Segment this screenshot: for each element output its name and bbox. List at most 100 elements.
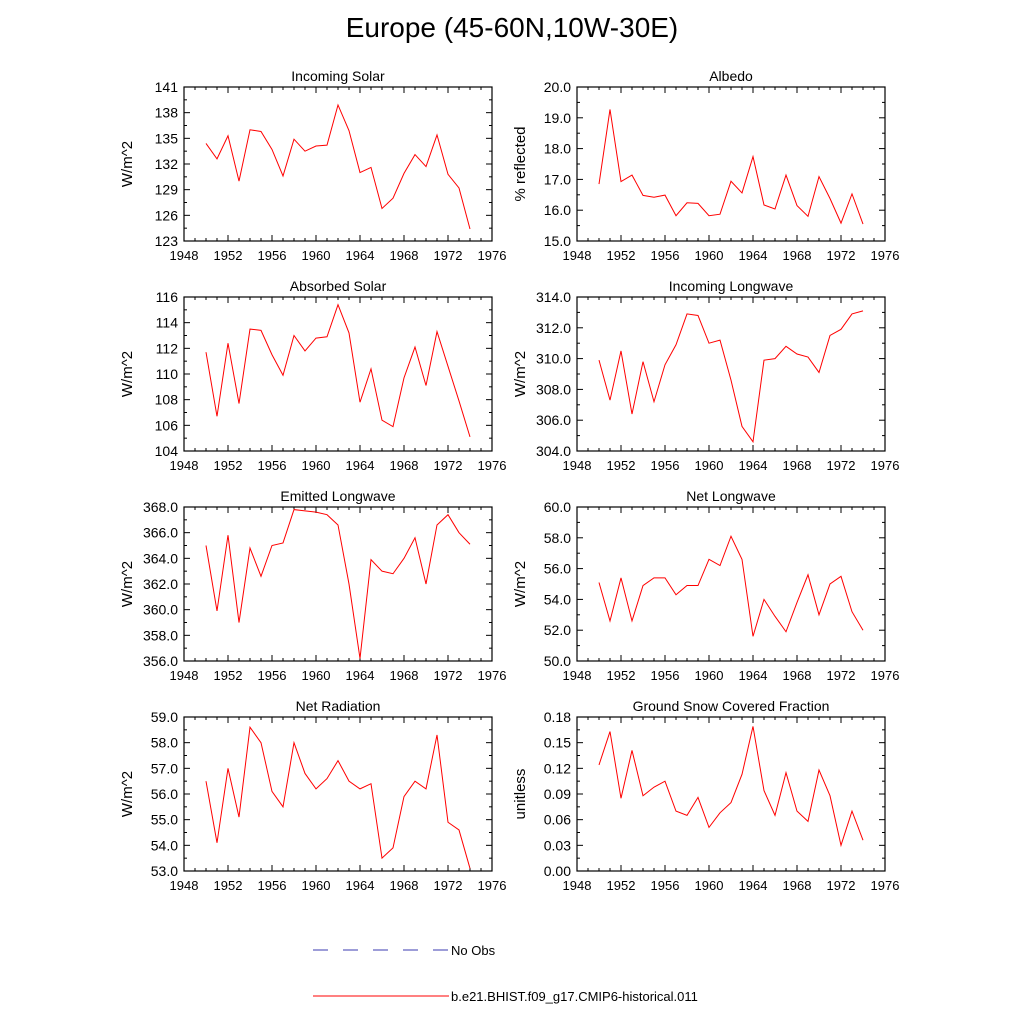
- y-axis-label: % reflected: [512, 126, 529, 201]
- data-point: [785, 174, 787, 176]
- y-tick-label: 56.0: [544, 561, 571, 577]
- data-point: [807, 215, 809, 217]
- y-tick-label: 52.0: [544, 622, 571, 638]
- data-point: [598, 183, 600, 185]
- y-tick-label: 16.0: [544, 202, 571, 218]
- data-point: [271, 790, 273, 792]
- data-point: [818, 769, 820, 771]
- data-point: [238, 180, 240, 182]
- data-point: [719, 564, 721, 566]
- data-point: [447, 365, 449, 367]
- data-point: [260, 329, 262, 331]
- panel-title: Net Radiation: [296, 698, 381, 714]
- data-point: [370, 783, 372, 785]
- data-point: [447, 514, 449, 516]
- y-tick-label: 0.09: [544, 786, 571, 802]
- data-point: [414, 780, 416, 782]
- data-point: [840, 222, 842, 224]
- data-point: [403, 172, 405, 174]
- data-point: [392, 425, 394, 427]
- x-tick-label: 1952: [214, 668, 243, 683]
- x-tick-label: 1956: [258, 878, 287, 893]
- data-point: [359, 657, 361, 659]
- legend-label-no-obs: No Obs: [451, 943, 496, 958]
- data-point: [774, 357, 776, 359]
- plot-frame: [576, 716, 886, 872]
- data-point: [403, 557, 405, 559]
- data-point: [620, 577, 622, 579]
- x-tick-label: 1956: [651, 878, 680, 893]
- data-point: [304, 772, 306, 774]
- x-tick-label: 1948: [563, 458, 592, 473]
- data-point: [774, 615, 776, 617]
- page-title: Europe (45-60N,10W-30E): [345, 12, 679, 43]
- data-point: [238, 816, 240, 818]
- data-point: [337, 524, 339, 526]
- data-point: [796, 204, 798, 206]
- series-line: [598, 534, 864, 637]
- legend-label-model: b.e21.BHIST.f09_g17.CMIP6-historical.011: [451, 989, 698, 1004]
- series-line: [205, 103, 471, 230]
- x-tick-label: 1952: [607, 668, 636, 683]
- data-point: [752, 725, 754, 727]
- data-point: [642, 584, 644, 586]
- data-point: [293, 508, 295, 510]
- data-point: [381, 857, 383, 859]
- data-point: [829, 197, 831, 199]
- data-point: [326, 144, 328, 146]
- data-point: [763, 204, 765, 206]
- data-point: [653, 401, 655, 403]
- data-point: [774, 814, 776, 816]
- data-point: [708, 215, 710, 217]
- y-tick-label: 50.0: [544, 653, 571, 669]
- x-tick-label: 1976: [871, 248, 900, 263]
- plot-frame: [183, 86, 493, 242]
- data-point: [796, 601, 798, 603]
- data-point: [609, 620, 611, 622]
- x-tick-label: 1948: [170, 668, 199, 683]
- data-point: [620, 797, 622, 799]
- data-point: [403, 795, 405, 797]
- data-point: [829, 583, 831, 585]
- x-tick-label: 1972: [434, 248, 463, 263]
- y-tick-label: 0.00: [544, 863, 571, 879]
- x-tick-label: 1976: [478, 458, 507, 473]
- y-axis-label: W/m^2: [512, 561, 529, 607]
- x-tick-label: 1972: [827, 668, 856, 683]
- data-point: [315, 788, 317, 790]
- data-point: [719, 812, 721, 814]
- y-axis-label: W/m^2: [512, 351, 529, 397]
- x-tick-label: 1952: [607, 248, 636, 263]
- x-tick-label: 1952: [214, 248, 243, 263]
- data-point: [829, 334, 831, 336]
- y-tick-label: 20.0: [544, 79, 571, 95]
- data-point: [249, 328, 251, 330]
- data-point: [653, 786, 655, 788]
- y-tick-label: 19.0: [544, 110, 571, 126]
- data-point: [469, 436, 471, 438]
- x-tick-label: 1976: [871, 878, 900, 893]
- y-tick-label: 356.0: [143, 653, 178, 669]
- data-point: [730, 535, 732, 537]
- y-tick-label: 123: [155, 233, 179, 249]
- y-tick-label: 54.0: [151, 837, 178, 853]
- data-point: [719, 339, 721, 341]
- x-tick-label: 1976: [478, 668, 507, 683]
- data-point: [315, 511, 317, 513]
- data-point: [785, 631, 787, 633]
- y-tick-label: 308.0: [536, 381, 571, 397]
- data-point: [392, 573, 394, 575]
- data-point: [238, 402, 240, 404]
- x-tick-label: 1972: [434, 878, 463, 893]
- y-tick-label: 15.0: [544, 233, 571, 249]
- data-point: [469, 543, 471, 545]
- x-tick-label: 1968: [390, 458, 419, 473]
- x-tick-label: 1960: [302, 248, 331, 263]
- data-point: [840, 844, 842, 846]
- data-point: [216, 842, 218, 844]
- plot-frame: [183, 716, 493, 872]
- data-point: [315, 337, 317, 339]
- data-point: [774, 208, 776, 210]
- x-tick-label: 1960: [302, 878, 331, 893]
